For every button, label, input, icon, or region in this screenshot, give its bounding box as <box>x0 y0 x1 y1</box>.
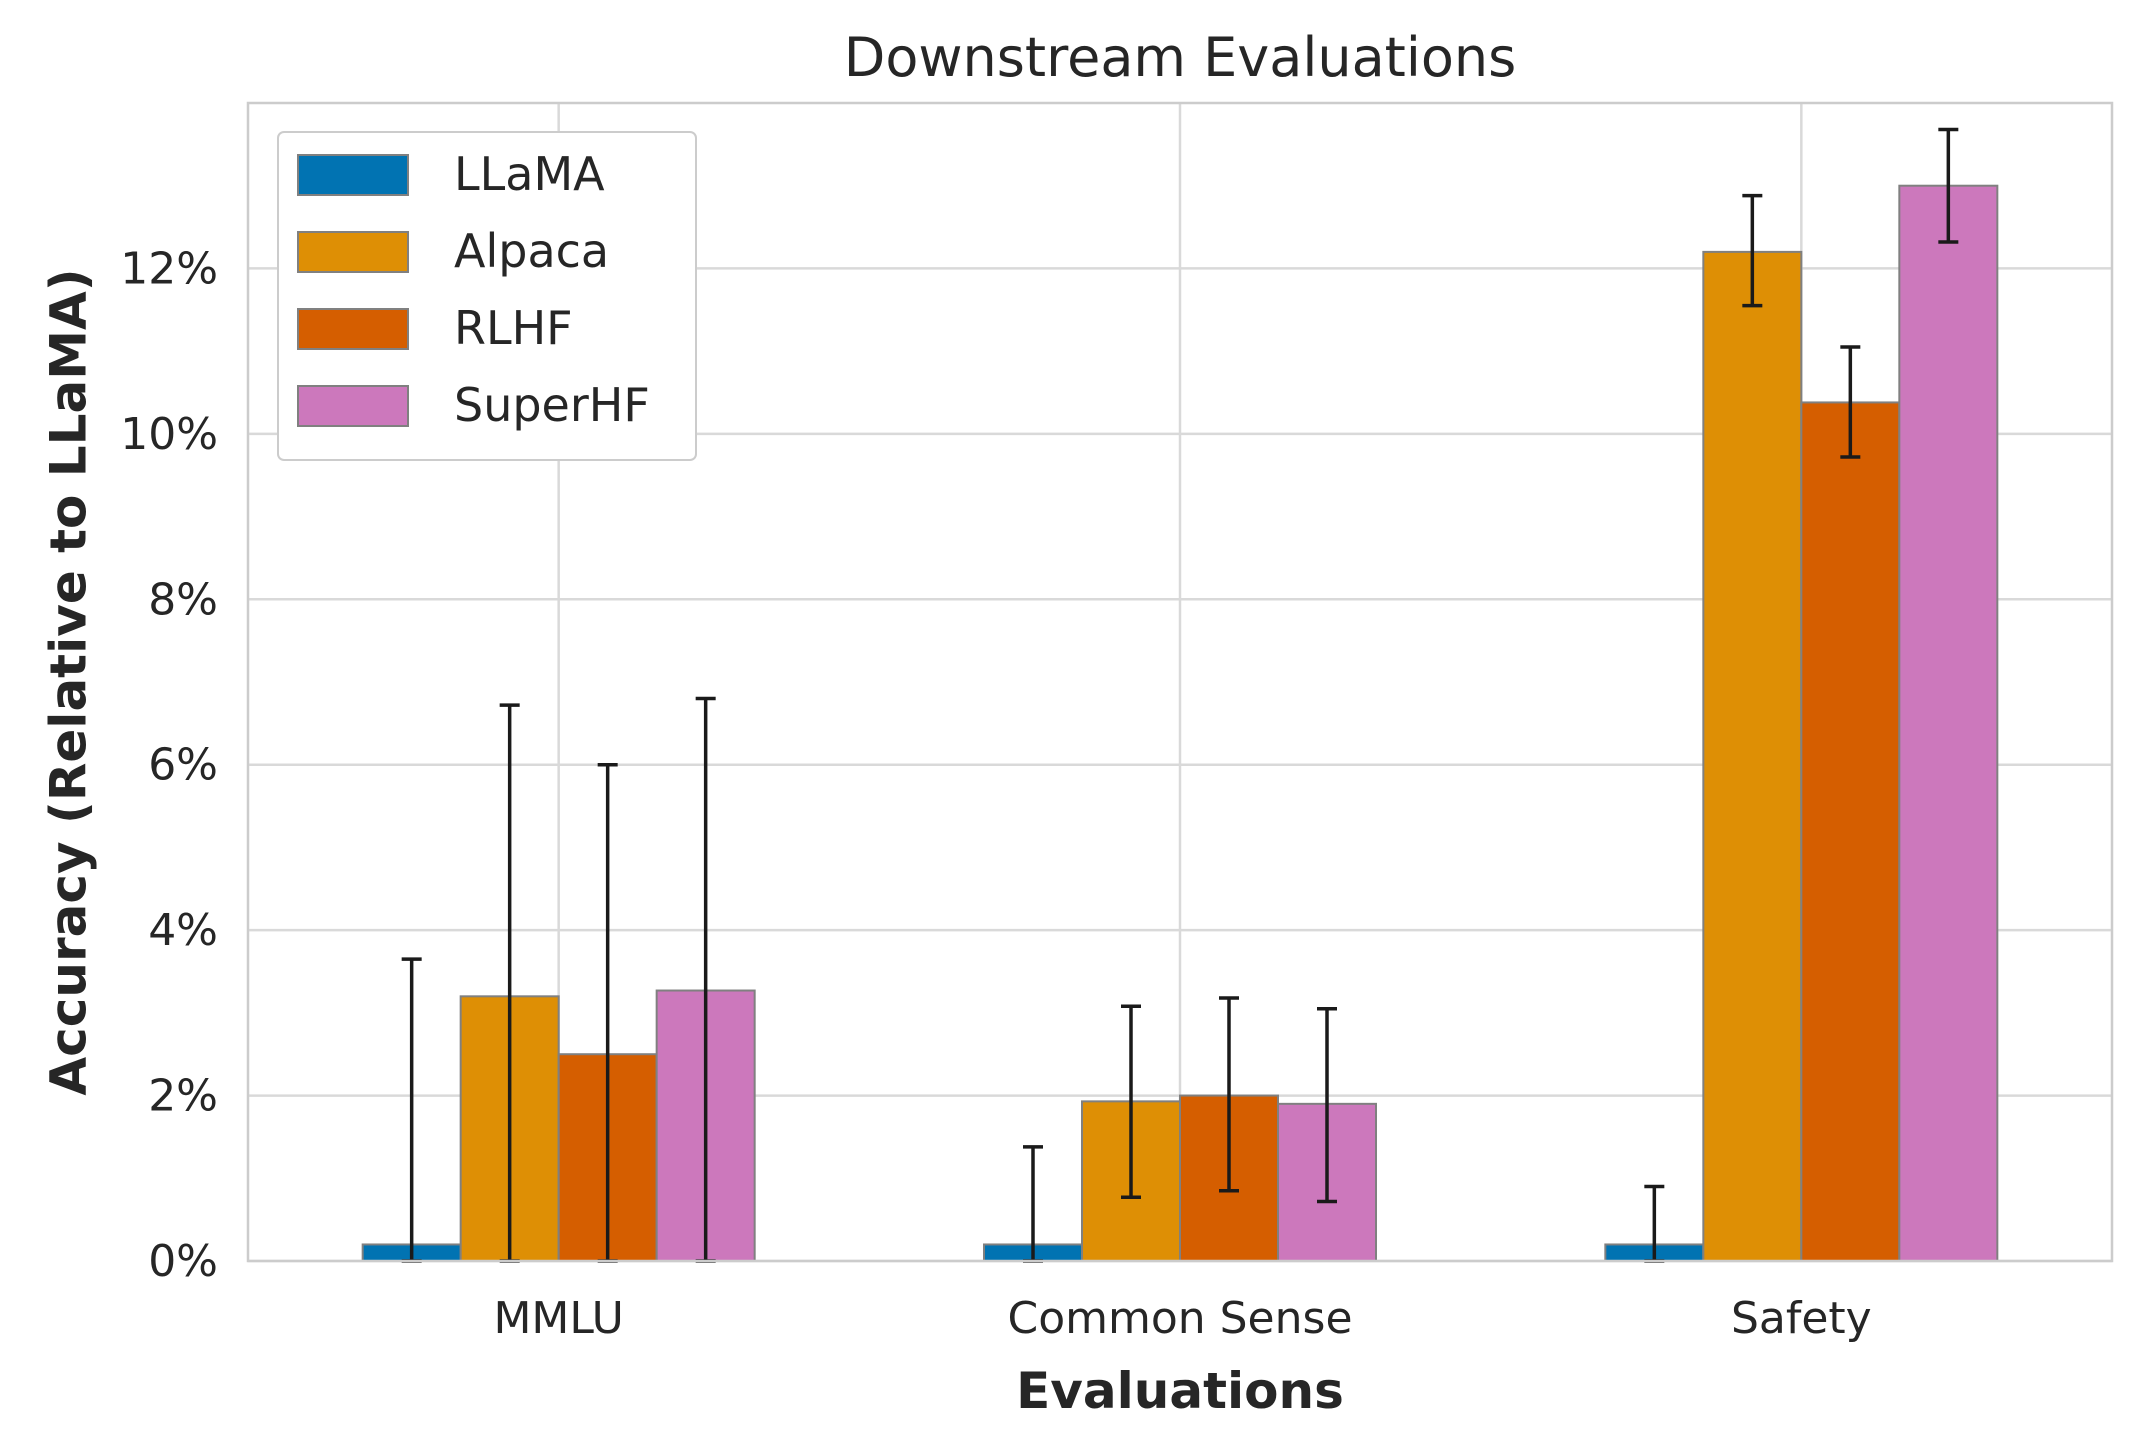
y-tick-label: 10% <box>120 409 218 460</box>
legend-box <box>277 131 697 461</box>
y-axis-label: Accuracy (Relative to LLaMA) <box>40 268 98 1095</box>
plot-frame <box>246 101 2114 1263</box>
legend-label-llama: LLaMA <box>454 147 605 201</box>
legend-swatch-superhf <box>297 385 409 427</box>
legend: LLaMA Alpaca RLHF SuperHF <box>277 131 697 461</box>
legend-swatch-alpaca <box>297 231 409 273</box>
bar-rlhf-2 <box>1800 401 1901 1262</box>
legend-swatch-llama <box>297 154 409 196</box>
error-bars <box>401 127 1959 1263</box>
bar-alpaca-2 <box>1702 250 1803 1262</box>
y-tick-label: 4% <box>148 905 218 956</box>
legend-label-rlhf: RLHF <box>454 301 573 355</box>
legend-label-alpaca: Alpaca <box>454 224 609 278</box>
y-tick-label: 2% <box>148 1071 218 1122</box>
x-tick-labels: MMLU Common Sense Safety <box>493 1293 1871 1344</box>
bar-superhf-2 <box>1898 184 1999 1263</box>
chart-title: Downstream Evaluations <box>844 26 1516 89</box>
x-tick-label: MMLU <box>493 1293 623 1344</box>
x-tick-label: Common Sense <box>1007 1293 1352 1344</box>
x-tick-label: Safety <box>1731 1293 1872 1344</box>
y-tick-labels: 0% 2% 4% 6% 8% 10% 12% <box>120 243 218 1287</box>
y-tick-label: 12% <box>120 243 218 294</box>
y-tick-label: 6% <box>148 740 218 791</box>
bar-series <box>361 184 1999 1263</box>
y-tick-label: 8% <box>148 574 218 625</box>
legend-label-superhf: SuperHF <box>454 378 650 432</box>
x-axis-label: Evaluations <box>1016 1362 1344 1420</box>
legend-swatch-rlhf <box>297 308 409 350</box>
y-tick-label: 0% <box>148 1236 218 1287</box>
